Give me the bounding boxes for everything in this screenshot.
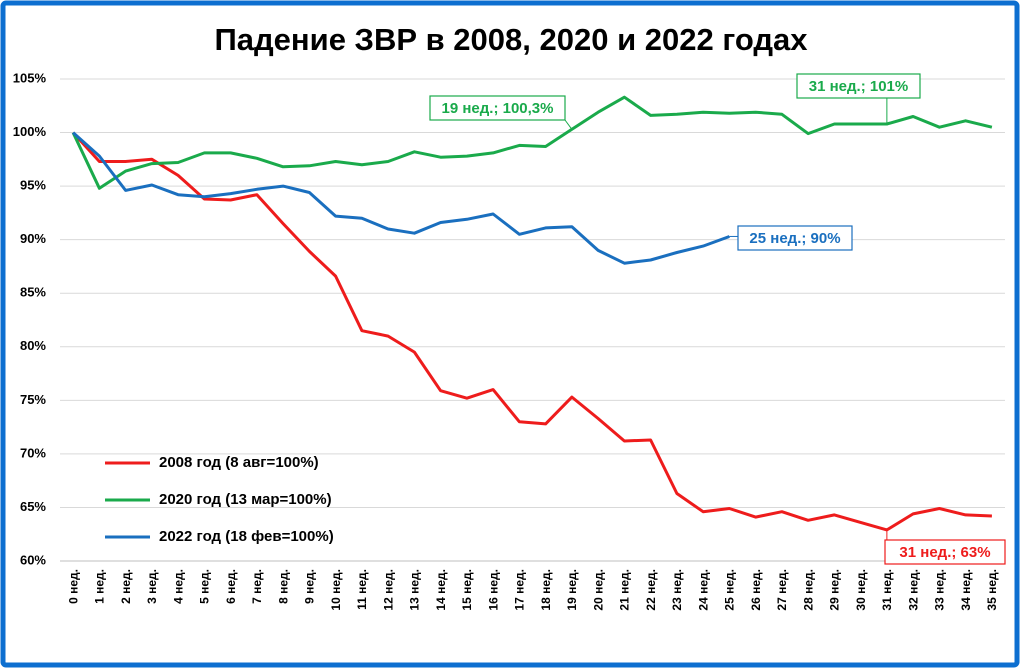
- x-tick-label: 14 нед.: [434, 569, 448, 611]
- y-tick-label: 70%: [20, 445, 46, 460]
- x-tick-label: 34 нед.: [959, 569, 973, 611]
- annotation-label: 31 нед.; 63%: [899, 544, 990, 561]
- annotation-label: 19 нед.; 100,3%: [442, 100, 554, 117]
- x-tick-label: 11 нед.: [355, 569, 369, 610]
- x-tick-label: 31 нед.: [880, 569, 894, 611]
- y-tick-label: 75%: [20, 392, 46, 407]
- x-tick-label: 0 нед.: [66, 569, 80, 604]
- x-tick-label: 9 нед.: [303, 569, 317, 604]
- annotation-box: [796, 73, 921, 99]
- x-tick-label: 23 нед.: [670, 569, 684, 611]
- x-tick-label: 10 нед.: [329, 569, 343, 611]
- y-tick-label: 65%: [20, 499, 46, 514]
- annotation-box: [884, 539, 1006, 565]
- x-tick-label: 4 нед.: [171, 569, 185, 604]
- annotation-box: [737, 225, 853, 251]
- x-tick-label: 8 нед.: [276, 569, 290, 604]
- series-line: [71, 95, 993, 190]
- x-tick-label: 20 нед.: [591, 569, 605, 611]
- y-tick-label: 100%: [13, 124, 47, 139]
- series-line: [71, 131, 992, 532]
- annotation-label: 25 нед.; 90%: [749, 230, 840, 247]
- x-tick-label: 5 нед.: [198, 569, 212, 604]
- x-tick-label: 33 нед.: [933, 569, 947, 611]
- y-tick-label: 105%: [13, 70, 47, 85]
- annotation-leader: [564, 119, 573, 130]
- x-tick-label: 28 нед.: [801, 569, 815, 611]
- x-tick-label: 32 нед.: [906, 569, 920, 611]
- x-tick-label: 29 нед.: [828, 569, 842, 611]
- x-tick-label: 17 нед.: [513, 569, 527, 611]
- annotation-label: 31 нед.; 101%: [809, 78, 908, 95]
- x-tick-label: 26 нед.: [749, 569, 763, 611]
- legend-label: 2022 год (18 фев=100%): [159, 528, 334, 545]
- x-tick-label: 12 нед.: [381, 569, 395, 611]
- x-tick-label: 22 нед.: [644, 569, 658, 611]
- x-tick-label: 1 нед.: [93, 569, 107, 604]
- x-tick-label: 21 нед.: [618, 569, 632, 611]
- y-tick-label: 85%: [20, 285, 46, 300]
- series-line: [72, 131, 730, 265]
- y-tick-label: 90%: [20, 231, 46, 246]
- x-tick-label: 16 нед.: [486, 569, 500, 611]
- x-tick-label: 24 нед.: [696, 569, 710, 611]
- legend-label: 2020 год (13 мар=100%): [159, 491, 332, 508]
- x-tick-label: 19 нед.: [565, 569, 579, 611]
- x-tick-label: 25 нед.: [723, 569, 737, 611]
- legend-label: 2008 год (8 авг=100%): [159, 454, 319, 471]
- x-tick-label: 6 нед.: [224, 569, 238, 604]
- annotation-box: [429, 95, 566, 121]
- y-tick-label: 80%: [20, 338, 46, 353]
- x-tick-label: 7 нед.: [250, 569, 264, 604]
- x-tick-label: 35 нед.: [985, 569, 999, 611]
- x-tick-label: 18 нед.: [539, 569, 553, 611]
- x-tick-label: 30 нед.: [854, 569, 868, 611]
- x-tick-label: 3 нед.: [145, 569, 159, 604]
- chart-title: Падение ЗВР в 2008, 2020 и 2022 годах: [214, 22, 808, 57]
- y-tick-label: 95%: [20, 178, 46, 193]
- x-tick-label: 2 нед.: [119, 569, 133, 604]
- y-tick-label: 60%: [20, 552, 46, 567]
- x-tick-label: 15 нед.: [460, 569, 474, 611]
- x-tick-label: 27 нед.: [775, 569, 789, 611]
- x-tick-label: 13 нед.: [408, 569, 422, 611]
